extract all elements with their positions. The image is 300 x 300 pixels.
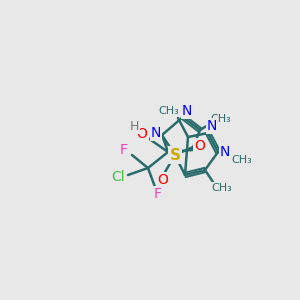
Text: N: N xyxy=(207,119,217,133)
Text: N: N xyxy=(220,145,230,159)
Text: CH₃: CH₃ xyxy=(211,114,231,124)
Text: Cl: Cl xyxy=(111,170,125,184)
Text: S: S xyxy=(169,148,181,163)
Text: O: O xyxy=(136,127,147,141)
Text: H: H xyxy=(129,119,139,133)
Text: N: N xyxy=(182,104,192,118)
Text: F: F xyxy=(154,187,162,201)
Text: CH₃: CH₃ xyxy=(232,155,252,165)
Text: O: O xyxy=(158,173,168,187)
Text: O: O xyxy=(195,139,206,153)
Text: N: N xyxy=(151,126,161,140)
Text: F: F xyxy=(120,143,128,157)
Text: CH₃: CH₃ xyxy=(212,183,233,193)
Text: CH₃: CH₃ xyxy=(159,106,179,116)
